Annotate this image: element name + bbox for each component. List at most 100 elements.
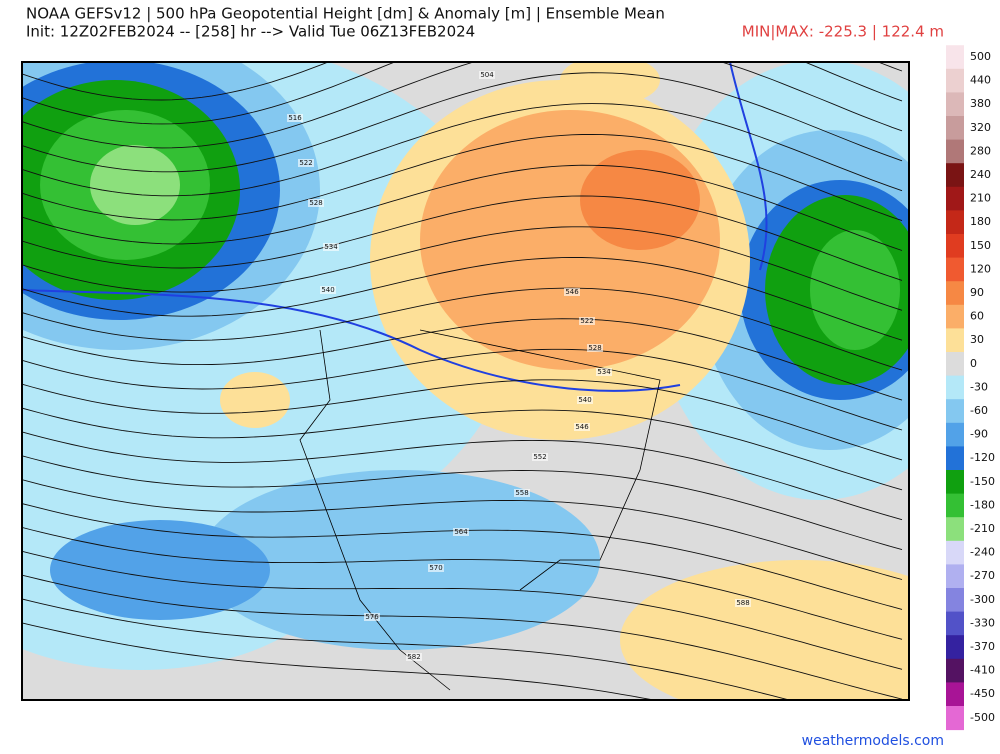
contour-label: 534 xyxy=(597,368,611,376)
colorbar-swatch xyxy=(946,116,964,141)
contour-label: 588 xyxy=(736,599,749,607)
height-contour xyxy=(22,62,903,149)
colorbar-label: -450 xyxy=(970,687,995,700)
colorbar-label: 60 xyxy=(970,310,984,323)
contour-label-bg xyxy=(320,286,336,294)
colorbar-label: 30 xyxy=(970,333,984,346)
colorbar-label: -210 xyxy=(970,522,995,535)
colorbar-label: -60 xyxy=(970,404,988,417)
anomaly-area xyxy=(620,560,909,700)
colorbar-label: 380 xyxy=(970,97,991,110)
colorbar-swatch xyxy=(946,92,964,117)
contour-540 xyxy=(22,289,681,392)
height-contour xyxy=(22,103,903,197)
colorbar-swatch xyxy=(946,706,964,731)
colorbar-label: -240 xyxy=(970,546,995,559)
contour-label-bg xyxy=(564,288,580,296)
colorbar-swatch xyxy=(946,210,964,235)
height-contour xyxy=(22,574,903,700)
height-contour xyxy=(22,257,903,341)
contour-label-bg xyxy=(287,114,303,122)
colorbar-swatch xyxy=(946,493,964,518)
colorbar-swatch xyxy=(946,281,964,306)
colorbar-label: -120 xyxy=(970,451,995,464)
colorbar-label: -500 xyxy=(970,711,995,724)
colorbar-swatch xyxy=(946,635,964,660)
height-contour xyxy=(22,598,792,700)
colorbar-swatch xyxy=(946,139,964,164)
colorbar-label: -270 xyxy=(970,569,995,582)
colorbar-label: 180 xyxy=(970,215,991,228)
contour-label: 564 xyxy=(454,528,468,536)
colorbar-label: 440 xyxy=(970,74,991,87)
contour-label-bg xyxy=(428,564,444,572)
contour-label: 540 xyxy=(578,396,591,404)
contour-label-bg xyxy=(577,396,593,404)
contour-label-bg xyxy=(532,453,548,461)
anomaly-area xyxy=(810,230,900,350)
colorbar-label: -150 xyxy=(970,475,995,488)
coastline xyxy=(299,329,661,691)
contour-label-bg xyxy=(406,653,422,661)
colorbar-swatch xyxy=(946,399,964,424)
height-contour xyxy=(22,407,903,491)
height-contour xyxy=(22,62,903,101)
colorbar-swatch xyxy=(946,186,964,211)
colorbar-swatch xyxy=(946,45,964,70)
colorbar-label: 500 xyxy=(970,50,991,63)
height-contour xyxy=(22,379,903,461)
contour-label-bg xyxy=(323,243,339,251)
contour-label: 546 xyxy=(565,288,579,296)
colorbar-swatch xyxy=(946,328,964,353)
height-contour xyxy=(22,318,903,401)
contour-label: 516 xyxy=(288,114,302,122)
anomaly-area xyxy=(220,372,290,428)
colorbar-swatch xyxy=(946,564,964,589)
contour-label: 504 xyxy=(480,71,494,79)
anomaly-area xyxy=(200,470,600,650)
colorbar-label: -370 xyxy=(970,640,995,653)
colorbar-label: -410 xyxy=(970,664,995,677)
colorbar-swatch xyxy=(946,540,964,565)
contour-label: 534 xyxy=(324,243,338,251)
height-contour xyxy=(22,550,903,670)
title: NOAA GEFSv12 | 500 hPa Geopotential Heig… xyxy=(26,5,665,23)
height-contour xyxy=(22,72,903,173)
colorbar-label: 120 xyxy=(970,262,991,275)
contour-label-bg xyxy=(587,344,603,352)
contour-label: 522 xyxy=(580,317,593,325)
min-max: MIN|MAX: -225.3 | 122.4 m xyxy=(742,23,944,41)
footer: weathermodels.com xyxy=(802,733,944,749)
colorbar-swatch xyxy=(946,163,964,188)
contour-label-bg xyxy=(735,599,751,607)
contour-label: 576 xyxy=(365,613,379,621)
colorbar-label: 320 xyxy=(970,121,991,134)
contour-label: 540 xyxy=(321,286,334,294)
colorbar: 500 440 380 320 280 240 210 180 150 120 90 60 30 0 -30… xyxy=(946,45,995,731)
contour-label-bg xyxy=(574,423,590,431)
contour-label-bg xyxy=(298,159,314,167)
contour-label: 546 xyxy=(575,423,589,431)
height-contour xyxy=(22,133,903,222)
height-contour xyxy=(22,455,903,551)
anomaly-area xyxy=(50,520,270,620)
colorbar-label: -300 xyxy=(970,593,995,606)
colorbar-swatch xyxy=(946,304,964,329)
colorbar-label: 0 xyxy=(970,357,977,370)
height-contour xyxy=(22,348,903,431)
colorbar-swatch xyxy=(946,422,964,447)
contour-label-bg xyxy=(479,71,495,79)
contour-label-bg xyxy=(308,199,324,207)
colorbar-label: -90 xyxy=(970,428,988,441)
colorbar-swatch xyxy=(946,658,964,683)
colorbar-swatch xyxy=(946,517,964,542)
contour-label: 528 xyxy=(588,344,601,352)
contour-label: 528 xyxy=(309,199,322,207)
contour-label: 570 xyxy=(429,564,442,572)
colorbar-swatch xyxy=(946,682,964,707)
height-contour xyxy=(22,226,903,311)
contour-label-bg xyxy=(596,368,612,376)
contour-labels: 504 516 522 528 534 540 546 522 528 534 540 546 552 5… xyxy=(287,71,751,661)
colorbar-swatch xyxy=(946,234,964,259)
